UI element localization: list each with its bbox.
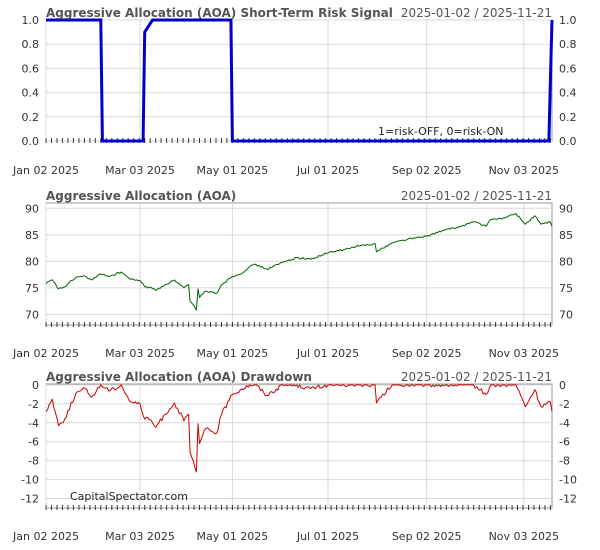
panel-2-date-range: 2025-01-02 / 2025-11-21	[401, 189, 552, 203]
panel-3-minor-ticks	[45, 505, 551, 510]
panel-1-ytick-right-0-6: 0.6	[559, 62, 577, 75]
panel-3-ytick-left-8: -8	[28, 455, 39, 468]
panel-1-ytick-right-1-0: 1.0	[559, 14, 577, 27]
panel-2-xtick-sep-02-2025: Sep 02 2025	[392, 347, 462, 360]
panel-1-xtick-jan-02-2025: Jan 02 2025	[12, 164, 79, 177]
panel-3-ytick-left-10: -10	[21, 474, 39, 487]
panel-2-series-line-1	[45, 213, 553, 311]
panel-3: -12 -12 -10 -10 -8 -8 -6 -6 -4 -4 -2 -2 0 0 Jan 02 202…	[12, 370, 577, 543]
panel-1-title: Aggressive Allocation (AOA) Short-Term R…	[46, 6, 393, 20]
panel-2-xtick-may-01-2025: May 01 2025	[197, 347, 269, 360]
panel-3-ytick-left-6: -6	[28, 436, 39, 449]
panel-3-plot-frame	[45, 383, 553, 509]
panel-1: 0.0 0.0 0.2 0.2 0.4 0.4 0.6 0.6 0.8 0.8 1.0 1.0 Jan …	[12, 6, 576, 177]
panel-2-ytick-right-75: 75	[559, 282, 573, 295]
panel-2: 70 70 75 75 80 80 85 85 90 90 Jan 02 2025 Mar 03 20…	[12, 189, 573, 360]
panel-1-ytick-left-0-0: 0.0	[22, 135, 40, 148]
panel-1-xtick-nov-03-2025: Nov 03 2025	[489, 164, 559, 177]
panel-2-ytick-left-85: 85	[25, 229, 39, 242]
panel-1-ytick-right-0-0: 0.0	[559, 135, 577, 148]
panel-3-ytick-right-8: -8	[559, 455, 570, 468]
panel-2-plot-frame	[45, 202, 553, 326]
panel-2-ytick-left-75: 75	[25, 282, 39, 295]
panel-1-series-line-1	[46, 18, 554, 143]
panel-2-xtick-jan-02-2025: Jan 02 2025	[12, 347, 79, 360]
panel-3-xtick-jul-01-2025: Jul 01 2025	[296, 530, 359, 543]
panel-3-xtick-nov-03-2025: Nov 03 2025	[489, 530, 559, 543]
panel-2-xtick-jul-01-2025: Jul 01 2025	[296, 347, 359, 360]
panel-2-ytick-left-90: 90	[25, 202, 39, 215]
panel-3-xtick-may-01-2025: May 01 2025	[197, 530, 269, 543]
panel-1-xtick-sep-02-2025: Sep 02 2025	[392, 164, 462, 177]
panel-2-title: Aggressive Allocation (AOA)	[46, 189, 236, 203]
panel-1-ytick-left-0-8: 0.8	[22, 38, 40, 51]
panel-3-ytick-right-0: 0	[559, 379, 566, 392]
panel-2-xtick-nov-03-2025: Nov 03 2025	[489, 347, 559, 360]
panel-1-date-range: 2025-01-02 / 2025-11-21	[401, 6, 552, 20]
panel-1-ytick-right-0-8: 0.8	[559, 38, 577, 51]
panel-3-xtick-sep-02-2025: Sep 02 2025	[392, 530, 462, 543]
panel-2-ytick-right-70: 70	[559, 308, 573, 321]
panel-1-plot-frame	[45, 19, 553, 142]
panel-3-ytick-left-4: -4	[28, 417, 39, 430]
panel-1-ytick-left-0-4: 0.4	[22, 87, 40, 100]
panel-2-ytick-right-80: 80	[559, 255, 573, 268]
panel-3-xtick-jan-02-2025: Jan 02 2025	[12, 530, 79, 543]
panel-3-xtick-mar-03-2025: Mar 03 2025	[105, 530, 175, 543]
panel-3-ytick-right-12: -12	[559, 493, 577, 506]
panel-1-ytick-left-0-6: 0.6	[22, 62, 40, 75]
panel-3-ytick-right-10: -10	[559, 474, 577, 487]
panel-3-ytick-left-12: -12	[21, 493, 39, 506]
panel-2-ytick-left-80: 80	[25, 255, 39, 268]
panel-3-ytick-left-0: 0	[32, 379, 39, 392]
panel-3-source-credit: CapitalSpectator.com	[70, 490, 188, 503]
panel-3-date-range: 2025-01-02 / 2025-11-21	[401, 370, 552, 384]
panel-2-xtick-mar-03-2025: Mar 03 2025	[105, 347, 175, 360]
panel-3-title: Aggressive Allocation (AOA) Drawdown	[46, 370, 312, 384]
panel-1-xtick-jul-01-2025: Jul 01 2025	[296, 164, 359, 177]
panel-3-series-line-1	[45, 384, 553, 473]
panel-1-ytick-left-0-2: 0.2	[22, 111, 40, 124]
panel-1-xtick-mar-03-2025: Mar 03 2025	[105, 164, 175, 177]
panel-1-risk-legend-note: 1=risk-OFF, 0=risk-ON	[378, 125, 504, 138]
panel-3-ytick-right-6: -6	[559, 436, 570, 449]
panel-2-minor-ticks	[45, 322, 551, 327]
panel-2-ytick-left-70: 70	[25, 308, 39, 321]
panel-3-ytick-right-2: -2	[559, 398, 570, 411]
panel-1-xtick-may-01-2025: May 01 2025	[197, 164, 269, 177]
panel-1-ytick-right-0-4: 0.4	[559, 87, 577, 100]
panel-3-ytick-left-2: -2	[28, 398, 39, 411]
panel-2-ytick-right-85: 85	[559, 229, 573, 242]
panel-1-ytick-right-0-2: 0.2	[559, 111, 577, 124]
panel-2-ytick-right-90: 90	[559, 202, 573, 215]
panel-1-ytick-left-1-0: 1.0	[22, 14, 40, 27]
panel-3-ytick-right-4: -4	[559, 417, 570, 430]
